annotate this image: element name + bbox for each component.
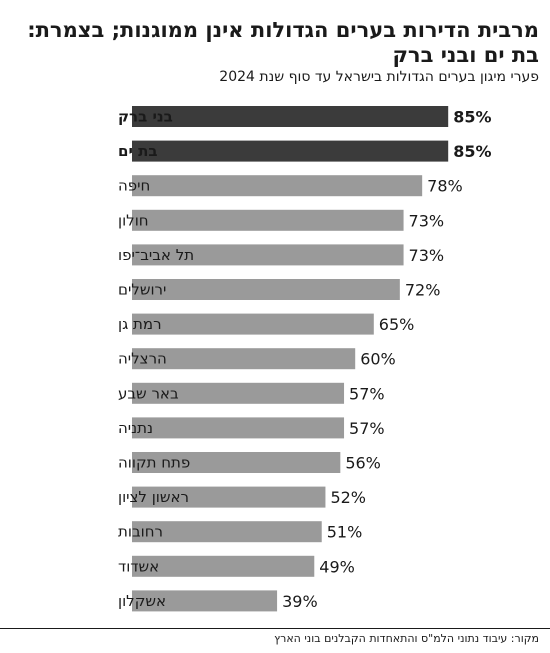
bar-13 (132, 555, 315, 577)
value-label-12: 51% (327, 523, 363, 542)
value-label-0: 85% (453, 108, 491, 127)
bar-0 (132, 106, 449, 127)
bar-1 (132, 140, 449, 162)
value-label-4: 73% (409, 246, 445, 265)
bar-12 (132, 521, 322, 543)
value-label-11: 52% (330, 488, 366, 507)
category-label-3: חולון (118, 211, 149, 229)
category-label-10: פתח תקווה (118, 454, 190, 472)
value-label-5: 72% (405, 281, 441, 300)
chart-title: מרבית הדירות בערים הגדולות אינן ממוגנות;… (27, 18, 539, 67)
bar-5 (132, 279, 400, 300)
category-label-0: בני ברק (118, 108, 173, 126)
chart-subtitle: פערי מיגון בערים הגדולות בישראל עד סוף ש… (219, 69, 539, 85)
bar-6 (132, 313, 374, 335)
category-label-14: אשקלון (118, 592, 166, 610)
bar-7 (132, 348, 356, 370)
bar-8 (132, 382, 345, 404)
bar-3 (132, 209, 404, 231)
value-label-9: 57% (349, 419, 385, 438)
value-label-1: 85% (453, 142, 491, 161)
bar-2 (132, 175, 423, 197)
category-label-7: הרצליה (118, 350, 167, 368)
bar-14 (132, 590, 278, 612)
category-label-6: רמת גן (118, 315, 162, 333)
category-label-13: אשדוד (118, 557, 159, 575)
category-label-11: ראשון לציון (118, 488, 189, 506)
value-label-6: 65% (379, 315, 415, 334)
bar-4 (132, 244, 404, 266)
category-label-1: בת ים (118, 142, 157, 160)
value-label-2: 78% (427, 177, 463, 196)
value-label-3: 73% (409, 211, 445, 230)
value-label-8: 57% (349, 384, 385, 403)
category-label-12: רחובות (118, 523, 163, 541)
category-label-8: באר שבע (118, 384, 179, 402)
category-label-9: נתניה (118, 419, 153, 437)
category-label-2: חיפה (118, 177, 150, 195)
source-note: מקור: עיבוד נתוני הלמ"ס והתאחדות הקבלנים… (274, 632, 539, 645)
bar-10 (132, 452, 341, 473)
bar-11 (132, 486, 326, 508)
category-label-5: ירושלים (118, 281, 166, 299)
value-label-13: 49% (319, 557, 355, 576)
footer-divider (0, 628, 550, 629)
bar-9 (132, 417, 345, 439)
value-label-14: 39% (282, 592, 318, 611)
category-label-4: תל אביב־יפו (118, 246, 194, 264)
value-label-7: 60% (360, 350, 396, 369)
value-label-10: 56% (345, 454, 381, 473)
